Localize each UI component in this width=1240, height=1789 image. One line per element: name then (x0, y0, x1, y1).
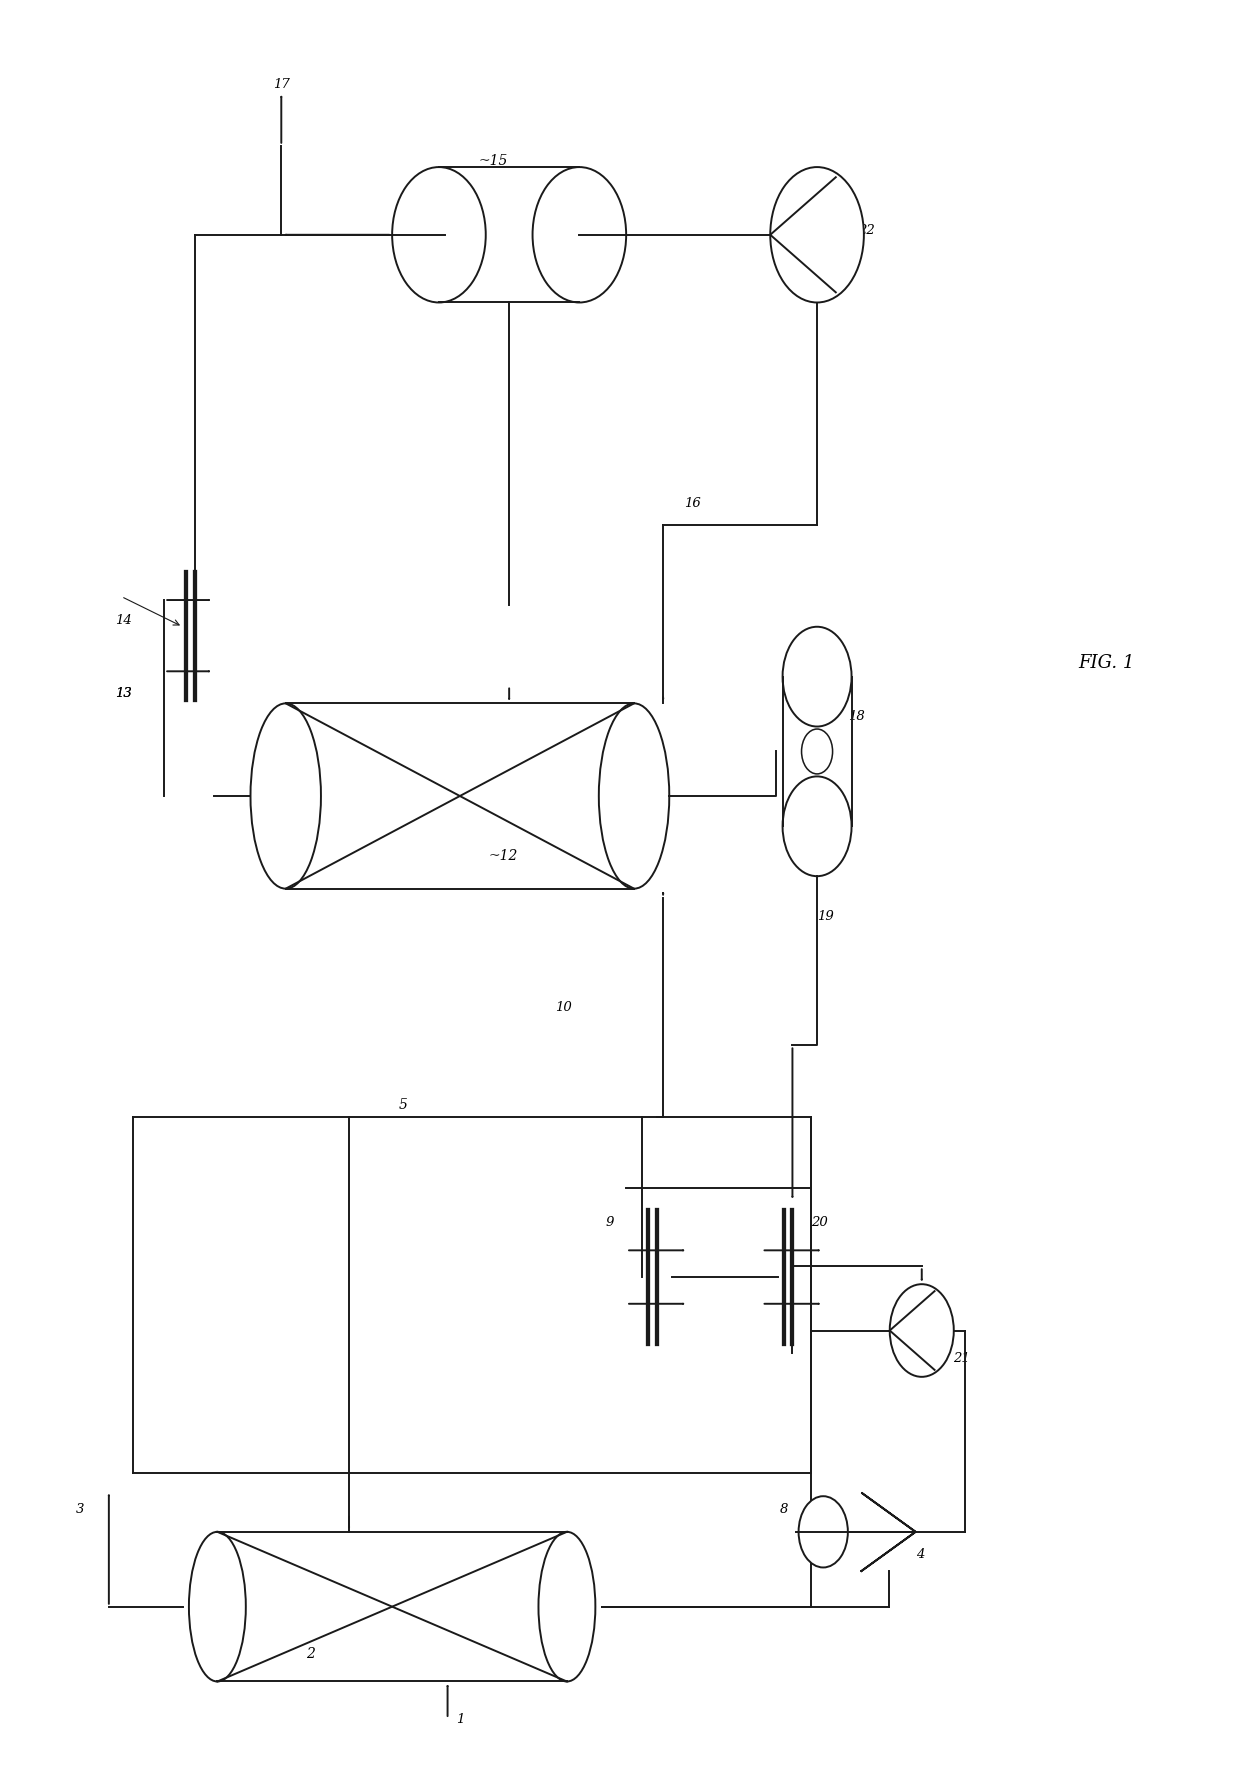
Ellipse shape (250, 703, 321, 889)
Ellipse shape (532, 168, 626, 304)
Text: 20: 20 (811, 1217, 827, 1229)
Text: 13: 13 (115, 687, 131, 699)
Text: 19: 19 (817, 909, 833, 923)
Text: 4: 4 (915, 1547, 924, 1560)
Circle shape (801, 730, 832, 775)
Text: 21: 21 (952, 1351, 970, 1363)
Ellipse shape (392, 168, 486, 304)
Text: 13: 13 (115, 687, 131, 699)
Bar (285, 703, 634, 889)
Bar (782, 678, 852, 827)
Text: 8: 8 (780, 1503, 789, 1515)
Circle shape (890, 1285, 954, 1378)
Bar (217, 1531, 567, 1682)
Bar (439, 168, 579, 304)
Text: 22: 22 (858, 224, 874, 236)
Text: ~12: ~12 (489, 848, 517, 862)
Text: 1: 1 (456, 1712, 465, 1725)
Text: FIG. 1: FIG. 1 (1079, 655, 1135, 673)
Ellipse shape (538, 1531, 595, 1682)
Text: 17: 17 (273, 77, 289, 91)
Text: 18: 18 (848, 710, 864, 723)
Text: 5: 5 (398, 1098, 407, 1111)
Ellipse shape (782, 776, 852, 877)
Text: 3: 3 (76, 1503, 84, 1515)
Ellipse shape (188, 1531, 246, 1682)
Text: 14: 14 (115, 614, 131, 626)
Text: ~15: ~15 (479, 154, 507, 168)
Ellipse shape (599, 703, 670, 889)
Ellipse shape (782, 628, 852, 726)
Text: 10: 10 (554, 1000, 572, 1013)
Circle shape (799, 1496, 848, 1567)
Text: 16: 16 (684, 496, 701, 510)
Text: 2: 2 (306, 1646, 315, 1660)
Circle shape (770, 168, 864, 304)
Text: 9: 9 (605, 1217, 614, 1229)
